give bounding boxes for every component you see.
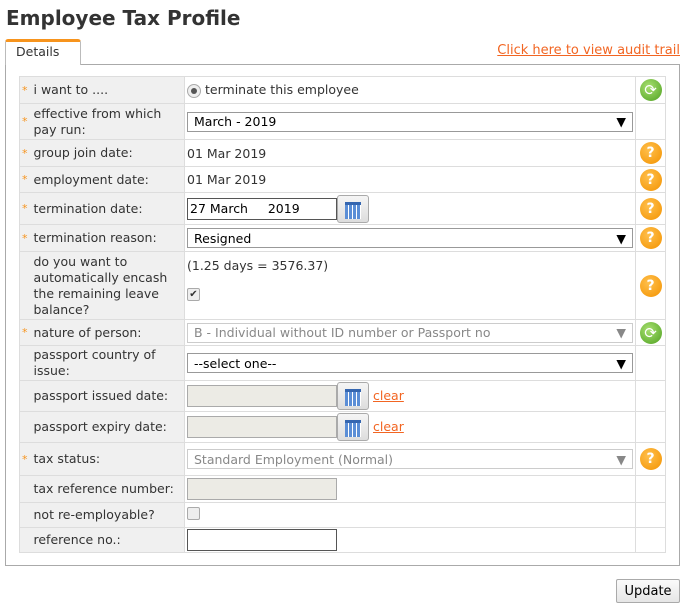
select-value: B - Individual without ID number or Pass… bbox=[194, 325, 491, 340]
label: termination reason: bbox=[31, 224, 185, 252]
required-mark: * bbox=[19, 442, 32, 476]
help-icon[interactable]: ? bbox=[639, 227, 662, 249]
label: tax status: bbox=[31, 442, 185, 476]
help-icon[interactable]: ? bbox=[639, 168, 662, 191]
label: not re-employable? bbox=[31, 502, 185, 528]
label: passport expiry date: bbox=[31, 411, 185, 443]
termination-date-input[interactable]: 27 March 2019 bbox=[187, 197, 337, 220]
label: employment date: bbox=[31, 166, 185, 193]
select-value: March - 2019 bbox=[194, 114, 277, 129]
group-join-date: 01 Mar 2019 bbox=[184, 139, 636, 167]
required-mark: * bbox=[19, 192, 32, 225]
passport-expiry-input[interactable] bbox=[187, 416, 337, 438]
clear-link[interactable]: clear bbox=[373, 387, 404, 403]
form-table: * i want to .... terminate this employee ⟳ … bbox=[19, 76, 666, 553]
required-mark: * bbox=[19, 224, 32, 252]
label: tax reference number: bbox=[31, 475, 185, 503]
label: passport issued date: bbox=[31, 380, 185, 412]
tab-details[interactable]: Details bbox=[5, 39, 81, 65]
refresh-icon[interactable]: ⟳ bbox=[639, 79, 662, 101]
tax-reference-input[interactable] bbox=[187, 478, 337, 500]
tax-status-select[interactable]: Standard Employment (Normal) ▼ bbox=[187, 449, 633, 469]
audit-trail-link[interactable]: Click here to view audit trail bbox=[497, 43, 680, 58]
calendar-icon[interactable] bbox=[337, 413, 369, 441]
help-icon[interactable]: ? bbox=[639, 274, 662, 297]
details-panel: * i want to .... terminate this employee ⟳ … bbox=[5, 64, 680, 566]
help-icon[interactable]: ? bbox=[639, 197, 662, 220]
required-mark: * bbox=[19, 139, 32, 167]
label: nature of person: bbox=[31, 319, 185, 346]
dropdown-arrow-icon: ▼ bbox=[616, 325, 626, 340]
leave-balance-text: (1.25 days = 3576.37) bbox=[187, 258, 329, 273]
required-mark: * bbox=[19, 166, 32, 193]
update-button[interactable]: Update bbox=[616, 579, 680, 603]
select-value: --select one-- bbox=[194, 355, 277, 371]
required-mark: * bbox=[19, 76, 32, 104]
passport-issued-input[interactable] bbox=[187, 385, 337, 407]
clear-link[interactable]: clear bbox=[373, 418, 404, 434]
label: do you want to automatically encash the … bbox=[31, 251, 185, 320]
dropdown-arrow-icon: ▼ bbox=[616, 355, 626, 371]
label: group join date: bbox=[31, 139, 185, 167]
dropdown-arrow-icon: ▼ bbox=[616, 114, 626, 129]
help-icon[interactable]: ? bbox=[639, 142, 662, 164]
dropdown-arrow-icon: ▼ bbox=[616, 451, 626, 467]
pay-run-select[interactable]: March - 2019 ▼ bbox=[187, 111, 633, 132]
select-value: Standard Employment (Normal) bbox=[194, 451, 394, 467]
not-reemployable-checkbox[interactable] bbox=[187, 507, 200, 520]
employment-date: 01 Mar 2019 bbox=[184, 166, 636, 193]
required-mark: * bbox=[19, 103, 32, 140]
calendar-icon[interactable] bbox=[337, 382, 369, 410]
encash-checkbox[interactable]: ✔ bbox=[187, 288, 200, 301]
select-value: Resigned bbox=[194, 230, 252, 246]
help-icon[interactable]: ? bbox=[639, 448, 662, 470]
terminate-radio[interactable] bbox=[187, 83, 201, 98]
page-title: Employee Tax Profile bbox=[6, 6, 241, 30]
reference-no-input[interactable] bbox=[187, 529, 337, 551]
label: i want to .... bbox=[31, 76, 185, 104]
dropdown-arrow-icon: ▼ bbox=[616, 230, 626, 246]
label: passport country of issue: bbox=[31, 345, 185, 381]
radio-label: terminate this employee bbox=[205, 82, 359, 98]
label: termination date: bbox=[31, 192, 185, 225]
required-mark: * bbox=[19, 319, 32, 346]
calendar-icon[interactable] bbox=[337, 194, 369, 223]
label: reference no.: bbox=[31, 527, 185, 553]
refresh-icon[interactable]: ⟳ bbox=[639, 321, 662, 344]
label: effective from which pay run: bbox=[31, 103, 185, 140]
nature-of-person-select[interactable]: B - Individual without ID number or Pass… bbox=[187, 322, 633, 343]
termination-reason-select[interactable]: Resigned ▼ bbox=[187, 228, 633, 248]
passport-country-select[interactable]: --select one-- ▼ bbox=[187, 353, 633, 373]
